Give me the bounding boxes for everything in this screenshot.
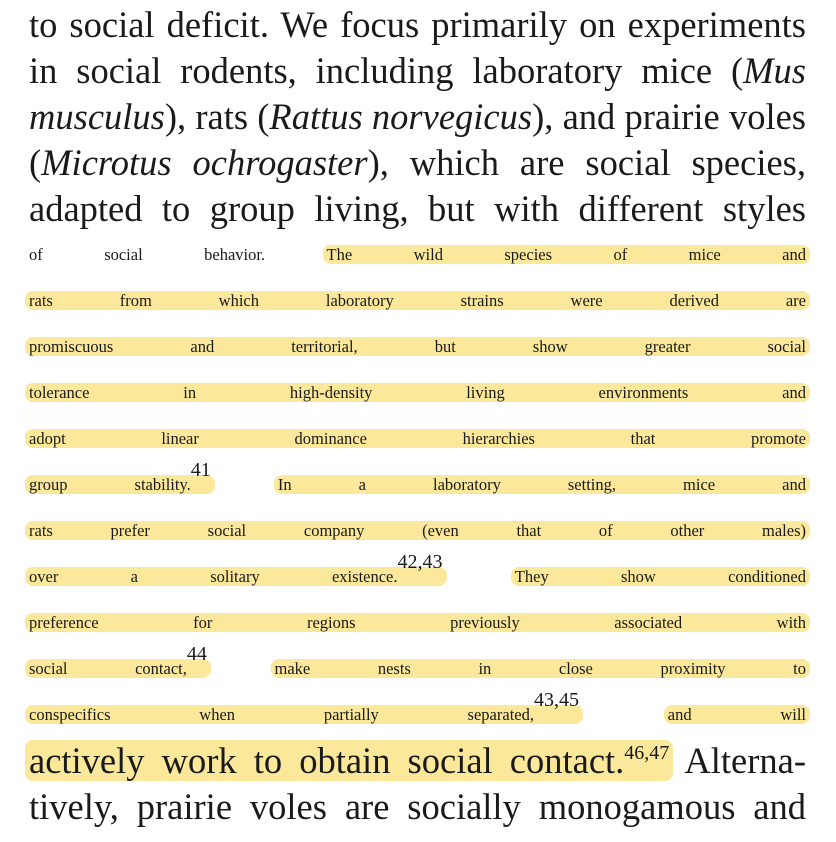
citation-superscript[interactable]: 41 xyxy=(190,459,211,481)
text-line: tolerance in high-density living environ… xyxy=(25,370,810,416)
text-line: preference for regions previously associ… xyxy=(25,600,810,646)
text-span: ), rats ( xyxy=(164,96,270,137)
italic-species-name: Mus xyxy=(743,50,806,91)
document-page: to social deficit. We focus primarily on… xyxy=(25,0,811,842)
highlighted-text[interactable]: make nests in close proximity to xyxy=(270,659,810,678)
highlighted-text[interactable]: actively work to obtain social contact.4… xyxy=(25,740,674,781)
text-span: over a solitary existence. xyxy=(29,567,398,586)
highlighted-text[interactable]: promiscuous and territorial, but show gr… xyxy=(25,337,810,356)
text-line: promiscuous and territorial, but show gr… xyxy=(25,324,810,370)
text-line: (Microtus ochrogaster), which are social… xyxy=(29,140,806,186)
text-span: tively, prairie voles are socially monog… xyxy=(29,786,806,827)
text-line: to social deficit. We focus primarily on… xyxy=(29,2,806,48)
text-line: social contact,44 make nests in close pr… xyxy=(25,644,810,692)
highlighted-text[interactable]: over a solitary existence.42,43 xyxy=(25,552,447,586)
highlighted-text[interactable]: The wild species of mice and xyxy=(322,245,810,264)
text-line: rats prefer social company (even that of… xyxy=(25,508,810,554)
text-line: in social rodents, including laboratory … xyxy=(29,48,806,94)
text-line: conspecifics when partially separated,43… xyxy=(25,690,811,738)
highlighted-text[interactable]: In a laboratory setting, mice and xyxy=(273,475,811,494)
text-span: to social deficit. We focus primarily on… xyxy=(29,4,806,45)
text-span: ), and prairie voles xyxy=(532,96,806,137)
text-line: adapted to group living, but with differ… xyxy=(29,186,806,232)
text-line: group stability.41 In a laboratory setti… xyxy=(25,460,811,508)
highlighted-text[interactable]: preference for regions previously associ… xyxy=(25,613,810,632)
citation-superscript[interactable]: 42,43 xyxy=(397,551,443,573)
text-span: social contact, xyxy=(29,659,187,678)
highlighted-text[interactable]: They show conditioned xyxy=(510,567,811,586)
text-span: adapted to group living, but with differ… xyxy=(29,188,806,229)
italic-species-name: Rattus norvegicus xyxy=(269,96,533,137)
text-span: actively work to obtain social contact. xyxy=(29,740,625,781)
text-span: conspecifics when partially separated, xyxy=(29,705,534,724)
highlighted-text[interactable]: tolerance in high-density living environ… xyxy=(25,383,810,402)
italic-species-name: Microtus ochrogaster xyxy=(41,142,368,183)
text-line: tively, prairie voles are socially monog… xyxy=(29,784,806,830)
text-line: of social behavior. The wild species of … xyxy=(29,232,810,278)
highlighted-text[interactable]: social contact,44 xyxy=(25,644,211,678)
citation-superscript[interactable]: 44 xyxy=(186,643,207,665)
text-line: musculus), rats (Rattus norvegicus), and… xyxy=(29,94,806,140)
citation-superscript[interactable]: 43,45 xyxy=(533,689,579,711)
text-span: ), which are social species, xyxy=(367,142,806,183)
highlighted-text[interactable]: and will xyxy=(663,705,811,724)
italic-species-name: musculus xyxy=(29,96,165,137)
highlighted-text[interactable]: adopt linear dominance hierarchies that … xyxy=(25,429,810,448)
citation-superscript[interactable]: 46,47 xyxy=(624,742,670,764)
text-span: group stability. xyxy=(29,475,191,494)
text-span: ( xyxy=(29,142,42,183)
text-span: of social behavior. xyxy=(29,245,266,264)
highlighted-text[interactable]: rats prefer social company (even that of… xyxy=(25,521,810,540)
text-span: Alterna- xyxy=(684,740,806,781)
text-line: over a solitary existence.42,43 They sho… xyxy=(25,552,811,600)
text-line: adopt linear dominance hierarchies that … xyxy=(25,416,810,462)
text-line: rats from which laboratory strains were … xyxy=(25,278,810,324)
highlighted-text[interactable]: rats from which laboratory strains were … xyxy=(25,291,810,310)
text-span: in social rodents, including laboratory … xyxy=(29,50,744,91)
highlighted-text[interactable]: group stability.41 xyxy=(25,460,215,494)
highlighted-text[interactable]: conspecifics when partially separated,43… xyxy=(25,690,583,724)
text-line: actively work to obtain social contact.4… xyxy=(25,738,806,784)
